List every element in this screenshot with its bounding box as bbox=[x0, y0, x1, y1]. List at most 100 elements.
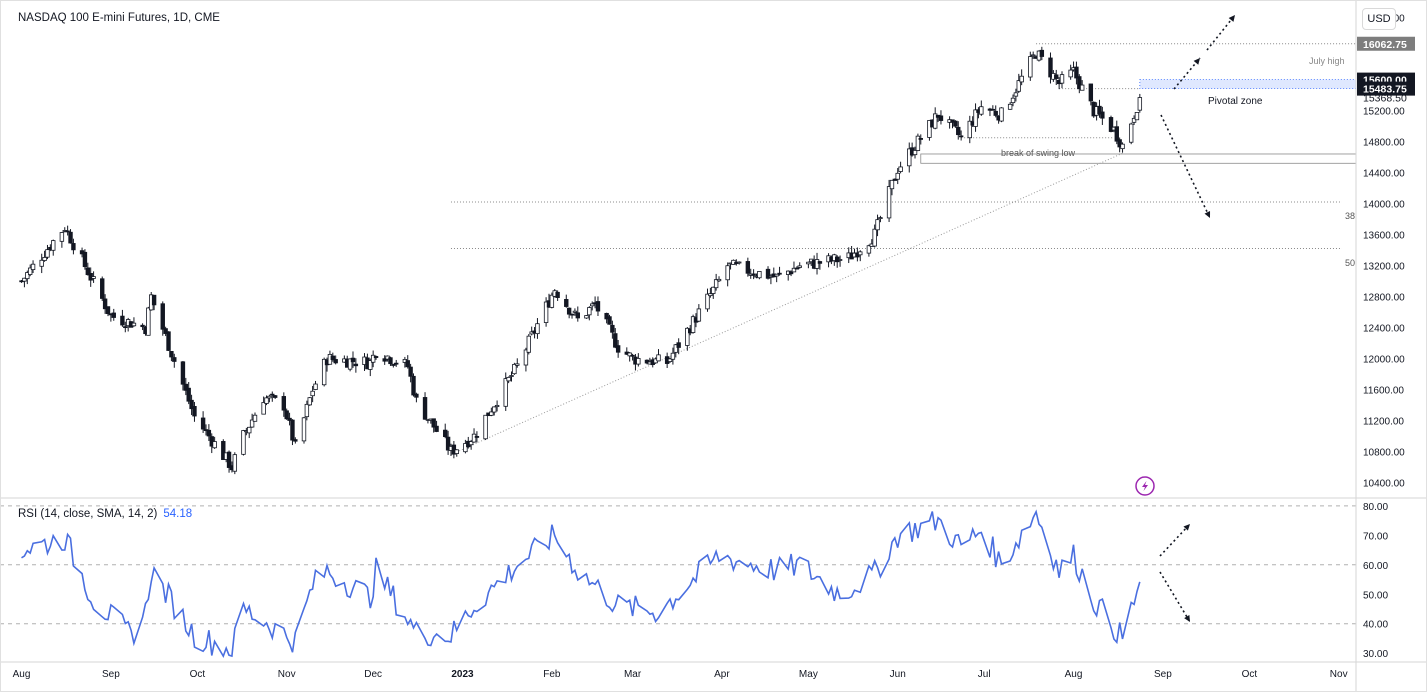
candle-body bbox=[806, 261, 811, 265]
candle-body bbox=[898, 166, 903, 172]
candle-body bbox=[587, 307, 592, 316]
candle-body bbox=[330, 355, 336, 360]
candle-body bbox=[1137, 97, 1143, 111]
candle-body bbox=[494, 404, 500, 408]
candle-body bbox=[1108, 117, 1114, 132]
pivotal-zone-label: Pivotal zone bbox=[1208, 96, 1263, 107]
price-tick-label: 11200.00 bbox=[1363, 417, 1404, 428]
candle-body bbox=[353, 363, 359, 367]
candle-body bbox=[42, 257, 47, 261]
candle-body bbox=[956, 126, 961, 136]
candle-body bbox=[1077, 76, 1082, 90]
july-high-label: July high bbox=[1309, 56, 1345, 66]
candle-body bbox=[373, 356, 379, 358]
candle-body bbox=[1128, 123, 1134, 143]
currency-button[interactable]: USD bbox=[1362, 8, 1396, 30]
candle-body bbox=[39, 259, 44, 267]
candle-body bbox=[492, 406, 497, 413]
candle-body bbox=[1030, 54, 1036, 57]
candle-body bbox=[189, 399, 194, 410]
candle-body bbox=[102, 298, 108, 310]
candle-body bbox=[1134, 112, 1140, 121]
candle-body bbox=[953, 120, 958, 127]
arrow-rsi-up-head bbox=[1183, 524, 1190, 531]
candle-body bbox=[993, 110, 998, 116]
candle-body bbox=[284, 410, 289, 420]
candle-body bbox=[200, 417, 206, 430]
candle-body bbox=[370, 354, 376, 363]
candle-body bbox=[1048, 57, 1053, 78]
candle-body bbox=[123, 326, 128, 329]
rsi-line bbox=[21, 509, 1141, 658]
candle-body bbox=[293, 439, 298, 442]
candle-body bbox=[151, 294, 157, 306]
candle-body bbox=[270, 393, 275, 396]
candle-body bbox=[443, 429, 448, 438]
time-tick-label: Oct bbox=[1242, 669, 1258, 680]
arrow-rsi-down bbox=[1159, 571, 1191, 623]
candle-body bbox=[590, 303, 595, 307]
candle-body bbox=[221, 441, 226, 460]
candle-body bbox=[636, 358, 641, 365]
candle-body bbox=[252, 414, 258, 422]
candle-body bbox=[1016, 80, 1021, 92]
candle-body bbox=[745, 261, 751, 274]
time-tick-label: Feb bbox=[543, 669, 561, 680]
candle-body bbox=[192, 405, 197, 417]
candle-body bbox=[232, 454, 238, 472]
candle-body bbox=[1079, 84, 1085, 91]
candle-body bbox=[569, 313, 575, 316]
time-tick-label: Sep bbox=[102, 669, 120, 680]
candle-body bbox=[1100, 111, 1105, 119]
candle-body bbox=[713, 279, 719, 289]
rsi-label: RSI (14, close, SMA, 14, 2) bbox=[18, 508, 158, 520]
candle-body bbox=[1013, 92, 1019, 97]
candle-body bbox=[716, 278, 722, 282]
candle-body bbox=[757, 271, 762, 279]
candle-body bbox=[676, 342, 681, 348]
candle-body bbox=[523, 349, 529, 366]
candle-body bbox=[705, 293, 710, 310]
candle-body bbox=[454, 449, 459, 454]
candle-body bbox=[105, 306, 111, 315]
candle-body bbox=[489, 411, 494, 416]
candle-body bbox=[1019, 75, 1024, 83]
candle-body bbox=[1117, 139, 1122, 148]
price-tick-label: 12800.00 bbox=[1363, 293, 1405, 304]
candle-body bbox=[958, 135, 964, 138]
candle-body bbox=[169, 350, 174, 358]
candle-body bbox=[483, 414, 488, 440]
candle-body bbox=[140, 324, 145, 328]
fib-50-label: 50 bbox=[1345, 258, 1355, 268]
candle-body bbox=[414, 393, 419, 398]
candle-body bbox=[915, 135, 921, 151]
candle-body bbox=[999, 107, 1004, 122]
fib-38-label: 38 bbox=[1345, 211, 1355, 221]
time-tick-label: Jul bbox=[978, 669, 991, 680]
arrow-down-1-head bbox=[1204, 211, 1211, 218]
candle-body bbox=[82, 251, 88, 268]
candle-body bbox=[797, 265, 802, 268]
candle-body bbox=[595, 301, 601, 312]
candle-body bbox=[261, 402, 266, 415]
candle-body bbox=[405, 360, 410, 368]
arrow-up-2 bbox=[1206, 14, 1236, 51]
candle-body bbox=[368, 360, 373, 370]
candle-body bbox=[350, 357, 356, 363]
annotations-layer: July high Pivotal zone break of swing lo… bbox=[1001, 56, 1355, 268]
lightning-icon[interactable] bbox=[1135, 476, 1155, 496]
grid-layer bbox=[0, 505, 1356, 625]
candle-body bbox=[160, 303, 165, 330]
candle-body bbox=[100, 278, 105, 299]
candle-body bbox=[566, 307, 572, 315]
candle-body bbox=[68, 231, 73, 244]
candle-body bbox=[564, 299, 569, 307]
candle-body bbox=[875, 219, 880, 231]
candle-body bbox=[287, 417, 292, 421]
candle-body bbox=[751, 273, 756, 276]
candle-body bbox=[471, 433, 477, 443]
candle-body bbox=[543, 301, 549, 323]
time-tick-label: Aug bbox=[1065, 669, 1083, 680]
